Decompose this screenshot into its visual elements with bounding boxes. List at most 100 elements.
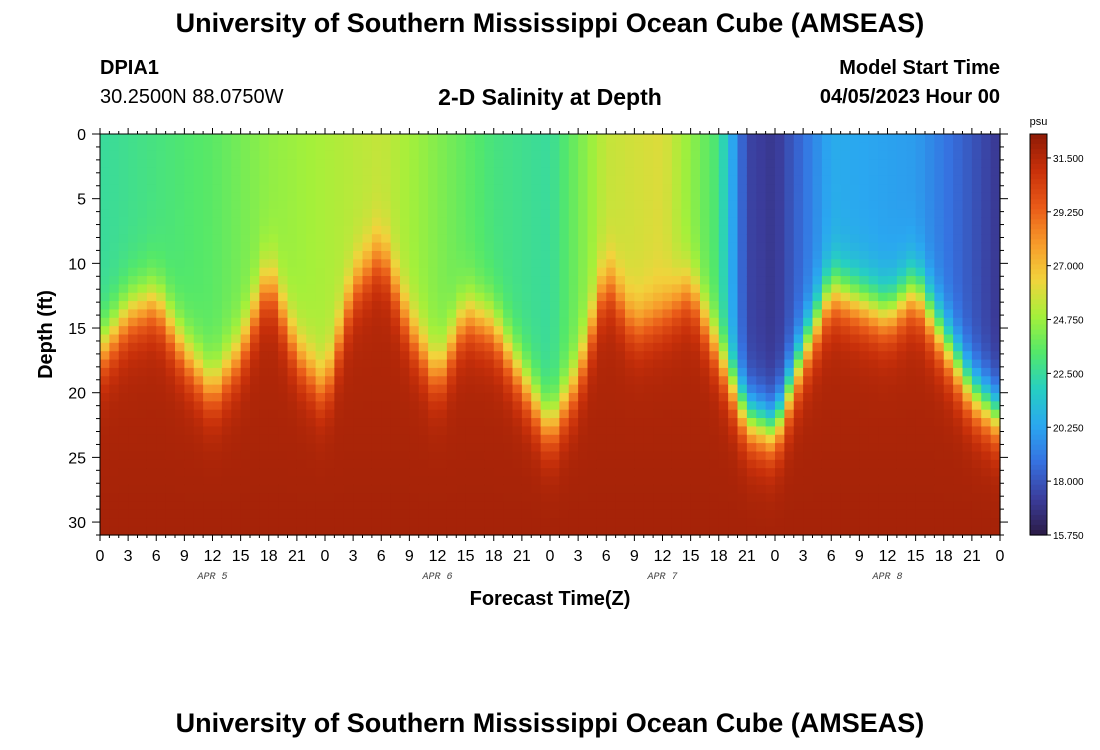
heatmap-cell <box>896 209 907 219</box>
heatmap-cell <box>128 317 139 327</box>
heatmap-cell <box>521 192 532 202</box>
heatmap-cell <box>943 409 954 419</box>
heatmap-cell <box>934 351 945 361</box>
heatmap-cell <box>428 167 439 177</box>
heatmap-cell <box>343 401 354 411</box>
heatmap-cell <box>212 493 223 503</box>
heatmap-cell <box>418 150 429 160</box>
heatmap-cell <box>681 242 692 252</box>
heatmap-cell <box>484 150 495 160</box>
heatmap-cell <box>859 284 870 294</box>
heatmap-cell <box>915 484 926 494</box>
heatmap-cell <box>343 376 354 386</box>
heatmap-cell <box>803 392 814 402</box>
heatmap-cell <box>812 359 823 369</box>
heatmap-cell <box>662 493 673 503</box>
heatmap-cell <box>756 509 767 519</box>
heatmap-cell <box>353 459 364 469</box>
heatmap-cell <box>428 426 439 436</box>
heatmap-cell <box>568 367 579 377</box>
heatmap-cell <box>521 376 532 386</box>
heatmap-cell <box>362 175 373 185</box>
heatmap-cell <box>315 250 326 260</box>
heatmap-cell <box>296 242 307 252</box>
heatmap-cell <box>156 184 167 194</box>
heatmap-cell <box>868 367 879 377</box>
heatmap-cell <box>718 301 729 311</box>
heatmap-cell <box>475 150 485 160</box>
heatmap-cell <box>550 134 560 143</box>
heatmap-cell <box>146 326 157 336</box>
heatmap-cell <box>250 384 260 394</box>
heatmap-cell <box>531 376 542 386</box>
heatmap-cell <box>775 409 785 419</box>
heatmap-cell <box>221 476 232 486</box>
heatmap-cell <box>606 518 617 528</box>
heatmap-cell <box>925 351 935 361</box>
heatmap-cell <box>718 267 729 277</box>
heatmap-cell <box>943 159 954 169</box>
heatmap-cell <box>765 292 776 302</box>
heatmap-cell <box>868 351 879 361</box>
heatmap-cell <box>390 342 401 352</box>
x-tick-label: 6 <box>377 548 386 565</box>
heatmap-cell <box>943 259 954 269</box>
heatmap-cell <box>625 250 635 260</box>
heatmap-cell <box>184 443 195 453</box>
heatmap-cell <box>343 484 354 494</box>
heatmap-cell <box>793 459 804 469</box>
heatmap-cell <box>578 134 589 143</box>
x-tick-label: 15 <box>457 548 475 565</box>
x-tick-label: 15 <box>232 548 250 565</box>
heatmap-cell <box>587 250 598 260</box>
heatmap-cell <box>137 451 148 461</box>
heatmap-cell <box>596 192 607 202</box>
heatmap-cell <box>493 426 504 436</box>
heatmap-cell <box>671 451 682 461</box>
heatmap-cell <box>437 326 448 336</box>
heatmap-cell <box>371 301 382 311</box>
heatmap-cell <box>146 317 157 327</box>
heatmap-cell <box>653 392 664 402</box>
heatmap-cell <box>390 309 401 319</box>
heatmap-cell <box>578 192 589 202</box>
heatmap-cell <box>446 342 457 352</box>
heatmap-cell <box>100 326 110 336</box>
heatmap-cell <box>512 434 523 444</box>
heatmap-cell <box>756 150 767 160</box>
heatmap-cell <box>887 234 898 244</box>
heatmap-cell <box>896 200 907 210</box>
heatmap-cell <box>193 276 204 285</box>
heatmap-cell <box>287 367 298 377</box>
heatmap-cell <box>821 134 832 143</box>
heatmap-cell <box>850 134 860 143</box>
heatmap-cell <box>287 334 298 344</box>
heatmap-cell <box>559 443 570 453</box>
heatmap-cell <box>906 276 917 285</box>
heatmap-cell <box>775 376 785 386</box>
heatmap-cell <box>943 418 954 427</box>
heatmap-cell <box>400 217 410 227</box>
heatmap-cell <box>334 342 345 352</box>
heatmap-cell <box>990 509 1001 519</box>
heatmap-cell <box>850 209 860 219</box>
heatmap-cell <box>456 175 467 185</box>
heatmap-cell <box>625 351 635 361</box>
heatmap-cell <box>756 384 767 394</box>
heatmap-cell <box>859 418 870 427</box>
heatmap-cell <box>925 401 935 411</box>
heatmap-cell <box>765 175 776 185</box>
heatmap-cell <box>400 267 410 277</box>
heatmap-cell <box>568 276 579 285</box>
colorbar-segment <box>1030 234 1047 240</box>
heatmap-cell <box>756 175 767 185</box>
heatmap-cell <box>409 376 420 386</box>
heatmap-cell <box>390 426 401 436</box>
heatmap-cell <box>381 292 392 302</box>
heatmap-cell <box>353 409 364 419</box>
heatmap-cell <box>803 351 814 361</box>
heatmap-cell <box>559 276 570 285</box>
heatmap-cell <box>634 451 645 461</box>
heatmap-cell <box>418 418 429 427</box>
heatmap-cells <box>100 134 1001 536</box>
